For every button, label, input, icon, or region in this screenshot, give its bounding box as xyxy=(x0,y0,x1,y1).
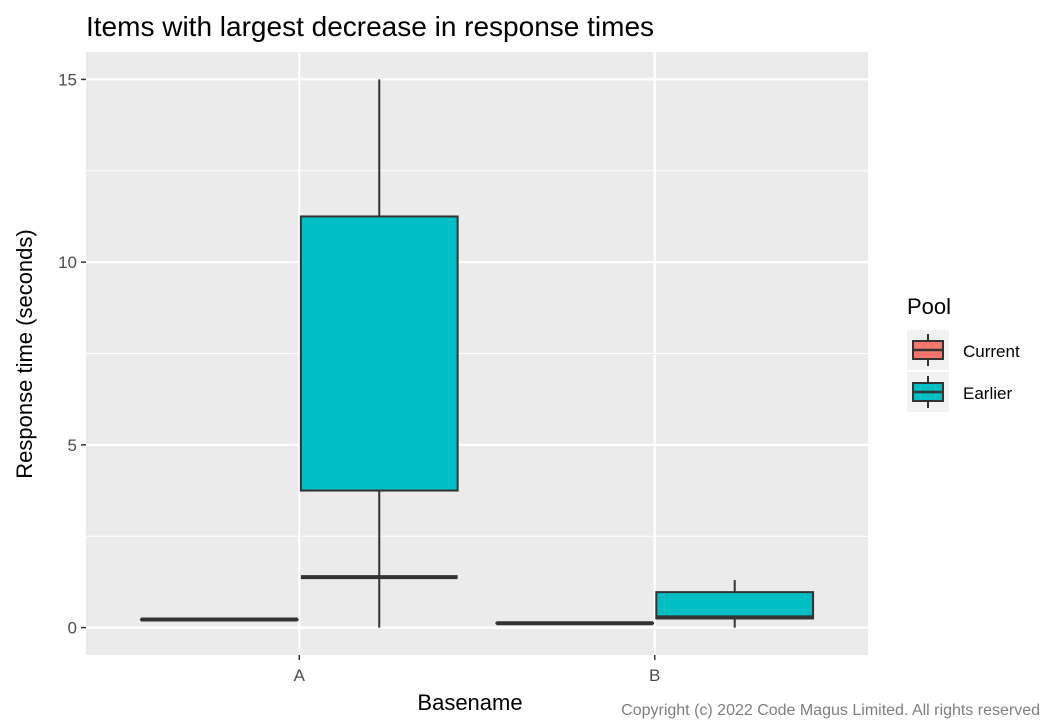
x-axis-title: Basename xyxy=(417,690,522,715)
box-earlier-a xyxy=(299,79,459,628)
boxes xyxy=(139,79,815,628)
grid-major xyxy=(86,52,868,655)
y-tick-label: 5 xyxy=(68,436,77,455)
y-tick-label: 10 xyxy=(58,253,77,272)
legend-title: Pool xyxy=(907,294,951,319)
y-tick-label: 0 xyxy=(68,619,77,638)
legend-item-current: Current xyxy=(907,330,1020,370)
grid-minor xyxy=(86,170,868,537)
box-body xyxy=(655,591,815,620)
legend: Pool Current Earlier xyxy=(907,294,1020,412)
legend-item-earlier: Earlier xyxy=(907,372,1012,412)
y-tick-label: 15 xyxy=(58,70,77,89)
legend-label: Current xyxy=(963,342,1020,361)
y-axis-title: Response time (seconds) xyxy=(12,229,37,478)
box-earlier-b xyxy=(655,580,815,628)
box-body xyxy=(299,215,459,492)
legend-label: Earlier xyxy=(963,384,1012,403)
y-axis: 0 5 10 15 xyxy=(58,70,86,638)
x-tick-label: A xyxy=(294,666,306,685)
x-tick-label: B xyxy=(649,666,660,685)
chart-title: Items with largest decrease in response … xyxy=(86,11,654,42)
copyright-notice: Copyright (c) 2022 Code Magus Limited. A… xyxy=(621,702,1040,719)
